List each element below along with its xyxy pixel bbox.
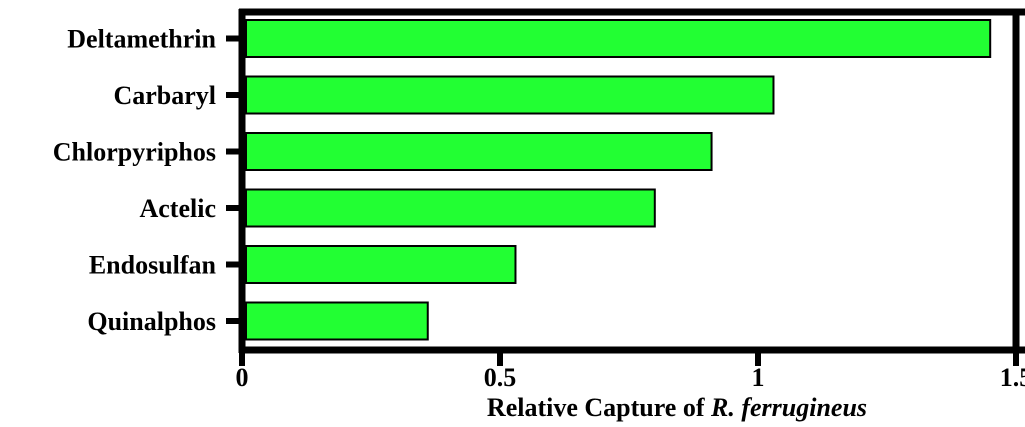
- category-label-quinalphos: Quinalphos: [87, 307, 216, 336]
- bar-endosulfan: [245, 245, 517, 284]
- x-tick-label-1-5: 1.5: [1000, 363, 1025, 392]
- x-axis-title-species: R. ferrugineus: [710, 393, 867, 422]
- x-tick-label-0: 0: [236, 363, 249, 392]
- x-axis-title-text: Relative Capture of: [487, 393, 705, 422]
- bar-actelic: [245, 188, 656, 228]
- category-label-chlorpyriphos: Chlorpyriphos: [53, 138, 216, 167]
- plot-area: Deltamethrin Carbaryl Chlorpyriphos Actelic…: [53, 8, 1025, 392]
- category-label-endosulfan: Endosulfan: [89, 251, 217, 280]
- x-tick-label-1: 1: [752, 363, 765, 392]
- category-label-actelic: Actelic: [139, 194, 216, 223]
- bar-chlorpyriphos: [245, 132, 713, 171]
- bar-carbaryl: [245, 75, 775, 115]
- x-tick-label-0-5: 0.5: [484, 363, 517, 392]
- bar-quinalphos: [245, 301, 429, 341]
- x-axis-title: Relative Capture of R. ferrugineus: [487, 393, 867, 422]
- category-label-deltamethrin: Deltamethrin: [67, 25, 216, 54]
- bar-deltamethrin: [245, 19, 992, 58]
- category-label-carbaryl: Carbaryl: [113, 81, 216, 110]
